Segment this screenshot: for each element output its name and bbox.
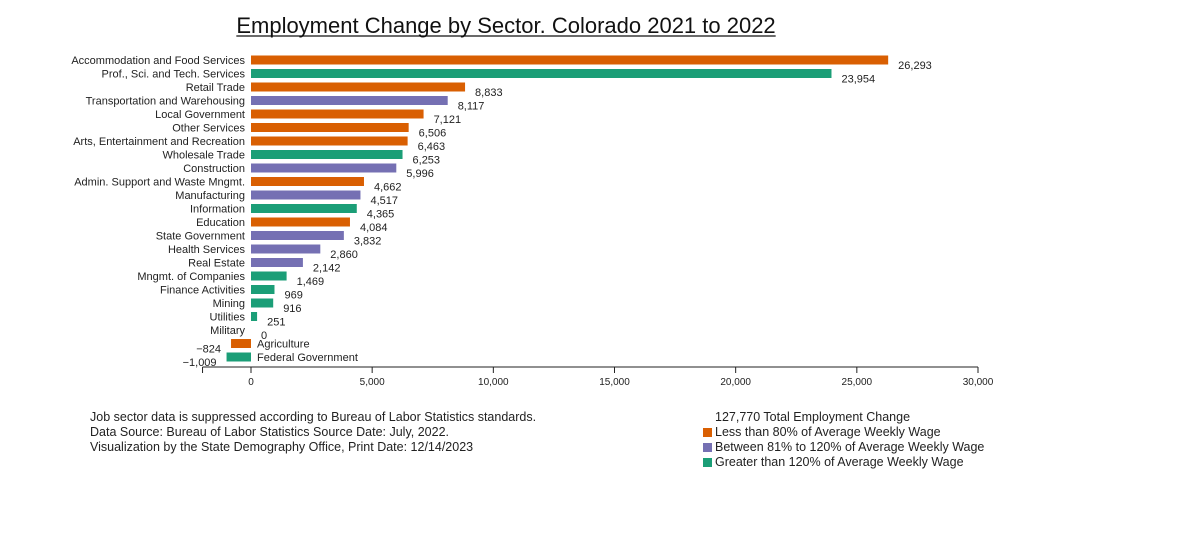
value-label: 7,121 xyxy=(434,114,462,126)
value-label: 4,517 xyxy=(370,195,398,207)
value-label: 26,293 xyxy=(898,60,932,72)
value-label: 0 xyxy=(261,330,267,342)
bar-state-government xyxy=(251,231,344,240)
value-label: 8,833 xyxy=(475,87,503,99)
bar-arts-entertainment-and-recreation xyxy=(251,136,408,146)
legend-swatch-high xyxy=(703,458,712,467)
bar-manufacturing xyxy=(251,190,361,200)
bars-group: Accommodation and Food Services 26,293 Pro… xyxy=(71,55,931,369)
value-label: 23,954 xyxy=(841,74,875,86)
category-label: Arts, Entertainment and Recreation xyxy=(73,136,245,148)
category-label: Admin. Support and Waste Mngmt. xyxy=(74,177,245,189)
bar-education xyxy=(251,217,350,227)
x-axis: 0 5,000 10,000 15,000 20,000 25,000 30,000 xyxy=(202,366,994,388)
bar-real-estate xyxy=(251,258,303,267)
bar-chart: Employment Change by Sector. Colorado 20… xyxy=(71,13,994,388)
x-tick-label: 25,000 xyxy=(842,377,873,388)
category-label: Agriculture xyxy=(257,339,310,351)
bar-health-services xyxy=(251,244,321,254)
visualization-note: Visualization by the State Demography Of… xyxy=(90,440,474,454)
legend-label-mid: Between 81% to 120% of Average Weekly Wa… xyxy=(715,440,985,454)
value-label: 2,860 xyxy=(330,249,358,261)
value-label: 969 xyxy=(284,290,302,302)
category-label: Mngmt. of Companies xyxy=(137,271,245,283)
category-label: Education xyxy=(196,217,245,229)
value-label: 916 xyxy=(283,303,301,315)
bar-mngmt-of-companies xyxy=(251,271,287,281)
category-label: Health Services xyxy=(168,244,246,256)
legend-item-high: Greater than 120% of Average Weekly Wage xyxy=(703,455,984,470)
category-label: Accommodation and Food Services xyxy=(71,55,245,67)
bar-transportation-and-warehousing xyxy=(251,96,448,105)
category-label: Information xyxy=(190,204,245,216)
bar-retail-trade xyxy=(251,82,466,92)
bar-construction xyxy=(251,163,397,173)
x-tick-label: 10,000 xyxy=(478,377,509,388)
bar-wholesale-trade xyxy=(251,150,403,159)
bar-prof-sci-and-tech-services xyxy=(251,69,832,78)
suppression-note: Job sector data is suppressed according … xyxy=(90,410,537,424)
value-label: 8,117 xyxy=(458,101,485,113)
value-label: 6,463 xyxy=(418,141,446,153)
value-label: 4,662 xyxy=(374,182,402,194)
value-label: 5,996 xyxy=(406,168,434,180)
category-label: Mining xyxy=(213,298,245,310)
bar-information xyxy=(251,204,357,213)
category-label: Retail Trade xyxy=(186,82,245,94)
legend-swatch-low xyxy=(703,428,712,437)
value-label: 4,084 xyxy=(360,222,388,234)
bar-admin-support-and-waste-mngmt xyxy=(251,177,364,186)
x-tick-label: 20,000 xyxy=(720,377,751,388)
bar-accommodation-and-food-services xyxy=(251,55,889,65)
legend-item-low: Less than 80% of Average Weekly Wage xyxy=(703,425,984,440)
x-tick-label: 5,000 xyxy=(360,377,385,388)
value-label: 6,506 xyxy=(419,128,447,140)
category-label: Real Estate xyxy=(188,258,245,270)
value-label: −1,009 xyxy=(183,357,217,369)
bar-finance-activities xyxy=(251,285,275,294)
category-label: Finance Activities xyxy=(160,285,245,297)
category-label: Local Government xyxy=(155,109,245,121)
value-label: 4,365 xyxy=(367,209,395,221)
category-label: Military xyxy=(210,325,245,337)
category-label: Wholesale Trade xyxy=(162,150,245,162)
bar-agriculture xyxy=(231,339,251,348)
bar-local-government xyxy=(251,109,424,119)
category-label: Manufacturing xyxy=(175,190,245,202)
category-label: Transportation and Warehousing xyxy=(86,96,245,108)
category-label: Utilities xyxy=(210,312,246,324)
data-source-note: Data Source: Bureau of Labor Statistics … xyxy=(90,425,449,439)
chart-title: Employment Change by Sector. Colorado 20… xyxy=(236,13,775,38)
value-label: 3,832 xyxy=(354,236,382,248)
x-tick-label: 15,000 xyxy=(599,377,630,388)
category-label: Construction xyxy=(183,163,245,175)
value-label: 1,469 xyxy=(297,276,325,288)
x-tick-label: 30,000 xyxy=(963,377,994,388)
legend-swatch-mid xyxy=(703,443,712,452)
bar-utilities xyxy=(251,312,258,321)
category-label: Prof., Sci. and Tech. Services xyxy=(102,69,246,81)
value-label: −824 xyxy=(196,344,221,356)
legend-label-low: Less than 80% of Average Weekly Wage xyxy=(715,425,941,439)
category-label: State Government xyxy=(156,231,245,243)
legend-label-high: Greater than 120% of Average Weekly Wage xyxy=(715,455,964,469)
bar-other-services xyxy=(251,123,409,132)
category-label: Federal Government xyxy=(257,352,358,364)
value-label: 6,253 xyxy=(413,155,441,167)
x-tick-label: 0 xyxy=(248,377,254,388)
legend-item-mid: Between 81% to 120% of Average Weekly Wa… xyxy=(703,440,984,455)
value-label: 2,142 xyxy=(313,263,341,275)
category-label: Other Services xyxy=(172,123,245,135)
bar-mining xyxy=(251,298,274,308)
source-notes: Job sector data is suppressed according … xyxy=(90,410,536,455)
bar-federal-government xyxy=(226,352,251,362)
legend-total: 127,770 Total Employment Change xyxy=(715,410,911,424)
legend: 127,770 Total Employment Change Less tha… xyxy=(703,410,984,470)
value-label: 251 xyxy=(267,317,285,329)
